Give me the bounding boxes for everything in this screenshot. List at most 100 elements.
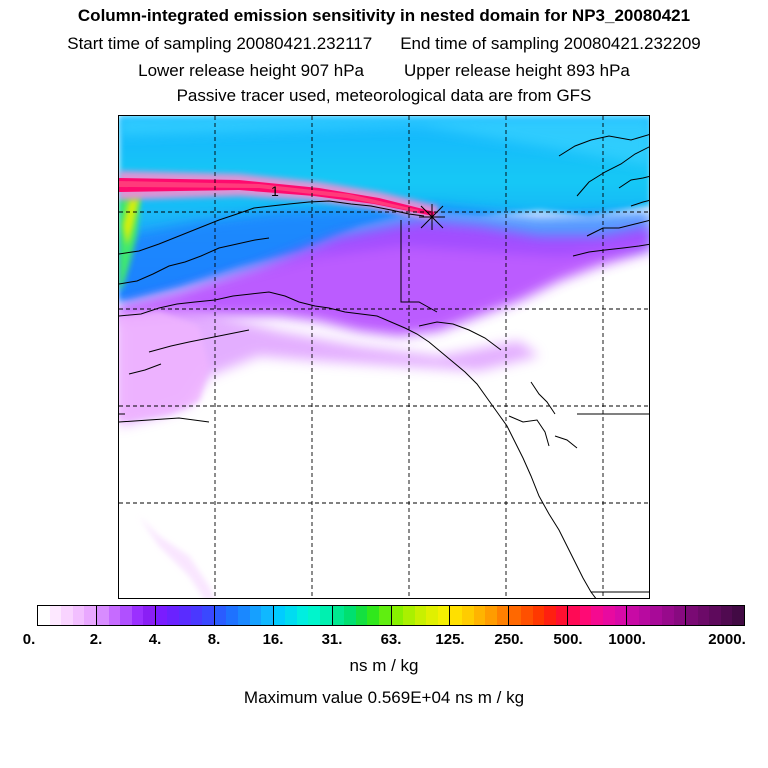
colorbar-tick-label: 250.: [494, 631, 524, 648]
colorbar-segment: [509, 606, 569, 625]
colorbar-swatch: [131, 606, 144, 625]
colorbar-segment: [568, 606, 628, 625]
colorbar-tick-label: 0.: [22, 631, 36, 648]
colorbar-swatch: [555, 606, 568, 625]
plume-blue-band: [119, 206, 649, 306]
colorbar-segment: [155, 606, 215, 625]
colorbar-swatch: [532, 606, 545, 625]
tracer-note: Passive tracer used, meteorological data…: [176, 86, 592, 105]
colorbar-swatch: [627, 606, 639, 625]
colorbar-swatch: [378, 606, 391, 625]
colorbar-swatch: [732, 606, 744, 625]
plume-light-cyan: [119, 116, 649, 166]
colorbar-swatch: [155, 606, 168, 625]
plume-purple-region: [119, 221, 649, 336]
colorbar-segment: [273, 606, 333, 625]
colorbar-swatch: [214, 606, 227, 625]
colorbar-swatch: [273, 606, 286, 625]
colorbar-tick-label: 2.: [89, 631, 103, 648]
release-heights: Lower release height 907 hPa Upper releas…: [0, 61, 768, 81]
colorbar-swatch: [61, 606, 73, 625]
release-point-marker: [419, 204, 445, 230]
colorbar-swatch: [285, 606, 297, 625]
colorbar-swatch: [202, 606, 214, 625]
map-canvas: 1: [119, 116, 649, 598]
colorbar-swatch: [614, 606, 627, 625]
colorbar-swatch: [426, 606, 438, 625]
colorbar: [37, 605, 745, 626]
end-time: End time of sampling 20080421.232209: [400, 34, 701, 53]
lower-release-height: Lower release height 907 hPa: [138, 61, 364, 80]
colorbar-segment: [96, 606, 156, 625]
upper-release-height: Upper release height 893 hPa: [404, 61, 630, 80]
colorbar-swatch: [167, 606, 179, 625]
colorbar-swatch: [296, 606, 309, 625]
colorbar-swatch: [414, 606, 427, 625]
colorbar-tick-label: 500.: [553, 631, 583, 648]
colorbar-tick-label: 4.: [148, 631, 162, 648]
colorbar-swatch: [308, 606, 320, 625]
colorbar-swatch: [520, 606, 533, 625]
colorbar-swatch: [38, 606, 50, 625]
colorbar-swatch: [485, 606, 497, 625]
colorbar-swatch: [143, 606, 155, 625]
maximum-value: Maximum value 0.569E+04 ns m / kg: [243, 688, 525, 707]
sensitivity-map: 1: [118, 115, 650, 599]
colorbar-swatch: [49, 606, 62, 625]
colorbar-tick-label: 2000.: [708, 631, 746, 648]
colorbar-segment: [627, 606, 687, 625]
colorbar-swatch: [709, 606, 721, 625]
colorbar-swatch: [544, 606, 556, 625]
colorbar-swatch: [661, 606, 674, 625]
colorbar-tick-label: 8.: [207, 631, 221, 648]
plume-faint-tail: [139, 516, 215, 598]
plume-faint-lobe: [119, 311, 209, 421]
colorbar-swatch: [249, 606, 262, 625]
colorbar-tick-label: 31.: [321, 631, 343, 648]
colorbar-segment: [391, 606, 451, 625]
colorbar-swatch: [591, 606, 604, 625]
colorbar-swatch: [179, 606, 191, 625]
colorbar-units: ns m / kg: [349, 656, 419, 675]
colorbar-swatch: [473, 606, 486, 625]
colorbar-swatch: [437, 606, 450, 625]
colorbar-swatch: [496, 606, 509, 625]
colorbar-swatch: [686, 606, 698, 625]
colorbar-swatch: [673, 606, 686, 625]
colorbar-ticks: 0. 2. 4. 8. 16. 31. 63. 125. 250. 500. 1000. 2000.: [0, 631, 768, 651]
colorbar-tick-label: 16.: [262, 631, 284, 648]
colorbar-segment: [38, 606, 97, 625]
colorbar-tick-label: 63.: [380, 631, 402, 648]
colorbar-segment: [686, 606, 744, 625]
release-label: 1: [271, 183, 279, 199]
colorbar-swatch: [261, 606, 273, 625]
colorbar-swatch: [720, 606, 733, 625]
colorbar-segment: [332, 606, 392, 625]
graticule: [119, 116, 649, 598]
plume-magenta-lobe: [119, 306, 539, 426]
colorbar-swatch: [84, 606, 96, 625]
plume-corridor-highlight: [119, 181, 419, 212]
colorbar-swatch: [332, 606, 345, 625]
sampling-times: Start time of sampling 20080421.232117 En…: [0, 34, 768, 54]
colorbar-swatch: [226, 606, 238, 625]
colorbar-swatch: [96, 606, 109, 625]
colorbar-swatch: [650, 606, 662, 625]
colorbar-swatch: [568, 606, 580, 625]
plume-green-edge: [119, 194, 141, 291]
colorbar-swatch: [320, 606, 332, 625]
colorbar-tick-label: 125.: [435, 631, 465, 648]
coastlines: [119, 134, 649, 598]
colorbar-swatch: [579, 606, 592, 625]
colorbar-swatch: [190, 606, 203, 625]
colorbar-swatch: [509, 606, 521, 625]
colorbar-swatch: [344, 606, 356, 625]
colorbar-swatch: [120, 606, 132, 625]
colorbar-swatch: [72, 606, 85, 625]
start-time: Start time of sampling 20080421.232117: [67, 34, 373, 53]
colorbar-swatch: [367, 606, 379, 625]
boundaries: [119, 220, 649, 593]
colorbar-segment: [214, 606, 274, 625]
colorbar-swatch: [697, 606, 710, 625]
plume-yellow-edge: [123, 198, 139, 246]
